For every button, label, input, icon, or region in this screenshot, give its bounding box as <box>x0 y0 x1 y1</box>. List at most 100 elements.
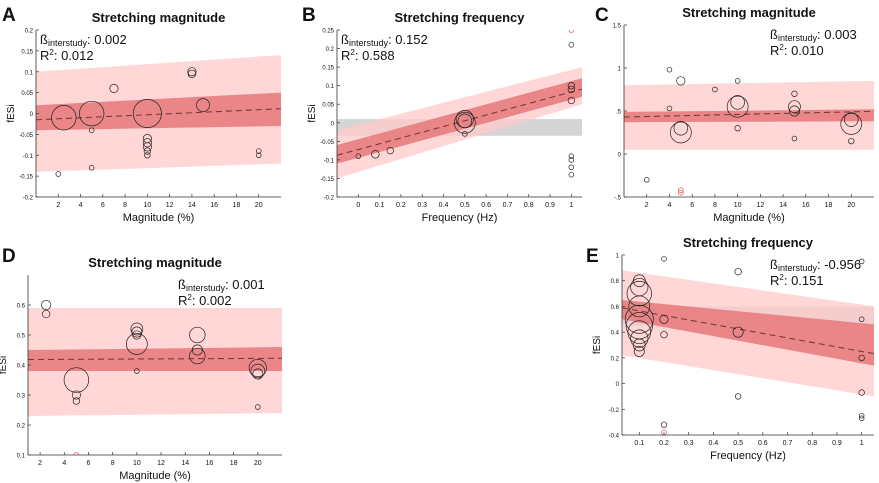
beta-line: ßinterstudy: 0.002 <box>40 32 127 48</box>
x-tick-label: 10 <box>734 202 742 209</box>
data-point-13 <box>568 164 575 171</box>
data-point-7 <box>844 112 859 127</box>
data-point-8 <box>676 76 686 86</box>
data-point-9 <box>630 278 649 297</box>
data-point-1 <box>79 100 105 127</box>
data-point-16 <box>255 152 262 159</box>
x-tick-label: 18 <box>230 460 238 467</box>
x-tick-label: 14 <box>779 202 787 209</box>
chart-title: Stretching frequency <box>683 235 814 250</box>
r2-symbol: R <box>341 48 350 63</box>
r2-line: R2: 0.012 <box>40 48 94 63</box>
beta-subscript: interstudy <box>48 38 88 48</box>
beta-subscript: interstudy <box>186 283 226 293</box>
x-tick-label: 4 <box>62 460 66 467</box>
y-tick-label: 0.5 <box>17 334 26 340</box>
x-tick-label: 6 <box>87 460 91 467</box>
panel-b: 0 0.1 0.2 0.3 0.4 0.5 0.6 0.7 0.8 0.9 1 -0.2 -0.15 -0… <box>302 5 582 224</box>
y-tick-label: 1.5 <box>613 24 622 30</box>
data-point-9 <box>187 67 197 77</box>
data-point-2 <box>726 95 749 118</box>
y-tick-label: 0.1 <box>25 70 34 76</box>
data-point-18 <box>791 135 798 142</box>
y-tick-label: 0.4 <box>611 331 620 337</box>
x-axis-label: Magnitude (%) <box>119 470 191 482</box>
chart-title: Stretching frequency <box>394 10 525 25</box>
data-point-11 <box>250 363 266 379</box>
y-tick-label: -0.15 <box>19 175 33 181</box>
x-tick-label: 2 <box>38 460 42 467</box>
r2-line: R2: 0.151 <box>770 273 824 288</box>
data-point-7 <box>189 347 206 365</box>
x-tick-label: 0.3 <box>684 440 694 447</box>
y-tick-label: 0.2 <box>326 47 335 53</box>
x-tick-label: 14 <box>188 202 196 209</box>
r2-value: : 0.588 <box>355 48 395 63</box>
data-point-19 <box>858 316 865 323</box>
data-point-4 <box>142 138 152 148</box>
beta-subscript: interstudy <box>778 263 818 273</box>
y-axis-label: fESi <box>0 356 9 374</box>
x-tick-label: 0.4 <box>439 202 449 209</box>
beta-symbol: ß <box>40 32 48 47</box>
data-point-0 <box>669 121 692 144</box>
data-point-5 <box>142 142 152 152</box>
r2-value: : 0.002 <box>192 293 232 308</box>
data-point-6 <box>840 113 863 135</box>
data-point-6 <box>632 338 646 352</box>
data-point-9 <box>666 66 673 73</box>
r2-superscript: 2 <box>779 273 784 282</box>
data-point-16 <box>734 125 741 132</box>
data-point-0 <box>626 280 652 307</box>
data-point-17 <box>734 393 742 400</box>
x-tick-label: 20 <box>847 202 855 209</box>
data-point-4 <box>788 100 801 114</box>
panel-e: 0.1 0.2 0.3 0.4 0.5 0.6 0.7 0.8 0.9 1 -0.4 -0.2 0 0.2… <box>586 235 874 462</box>
y-tick-label: -0.2 <box>609 408 620 414</box>
data-point-1 <box>71 390 81 400</box>
r2-line: R2: 0.010 <box>770 43 824 58</box>
data-point-12 <box>252 368 264 380</box>
data-point-15 <box>462 131 468 137</box>
r2-symbol: R <box>178 293 187 308</box>
data-point-6 <box>567 82 575 90</box>
x-axis-label: Magnitude (%) <box>713 212 785 224</box>
beta-value: : 0.001 <box>225 277 265 292</box>
x-tick-label: 12 <box>756 202 764 209</box>
panel-c: 2 4 6 8 10 12 14 16 18 20 -.5 0 .5 1 1.5 C Stretching ma… <box>595 5 874 224</box>
beta-symbol: ß <box>341 32 349 47</box>
beta-line: ßinterstudy: 0.003 <box>770 27 857 43</box>
x-tick-label: 12 <box>166 202 174 209</box>
x-tick-label: 1 <box>569 202 573 209</box>
y-axis-label: fESi <box>592 336 603 354</box>
y-tick-label: -0.1 <box>324 158 335 164</box>
data-point-22 <box>858 412 865 419</box>
x-tick-label: 4 <box>79 202 83 209</box>
x-tick-label: 1 <box>860 440 864 447</box>
r2-value: : 0.010 <box>784 43 824 58</box>
data-point-4 <box>386 146 394 155</box>
confidence-interval <box>624 109 874 123</box>
data-point-14 <box>791 90 798 97</box>
data-point-4 <box>627 320 652 344</box>
y-tick-label: 0.6 <box>611 305 620 311</box>
data-point-15 <box>732 326 744 338</box>
y-tick-label: -0.1 <box>23 154 34 160</box>
y-tick-label: 0 <box>331 121 335 127</box>
x-tick-label: 2 <box>645 202 649 209</box>
data-point-0 <box>63 367 90 393</box>
panel-label: B <box>302 5 316 26</box>
beta-value: : 0.003 <box>817 27 857 42</box>
beta-symbol: ß <box>770 257 778 272</box>
chart-title: Stretching magnitude <box>92 10 226 25</box>
data-point-12 <box>55 171 62 177</box>
x-tick-label: 0 <box>356 202 360 209</box>
y-tick-label: 1 <box>616 254 620 260</box>
r2-line: R2: 0.002 <box>178 293 232 308</box>
y-tick-label: 0.15 <box>21 49 33 55</box>
data-point-9 <box>191 344 203 356</box>
x-tick-label: 0.8 <box>807 440 817 447</box>
